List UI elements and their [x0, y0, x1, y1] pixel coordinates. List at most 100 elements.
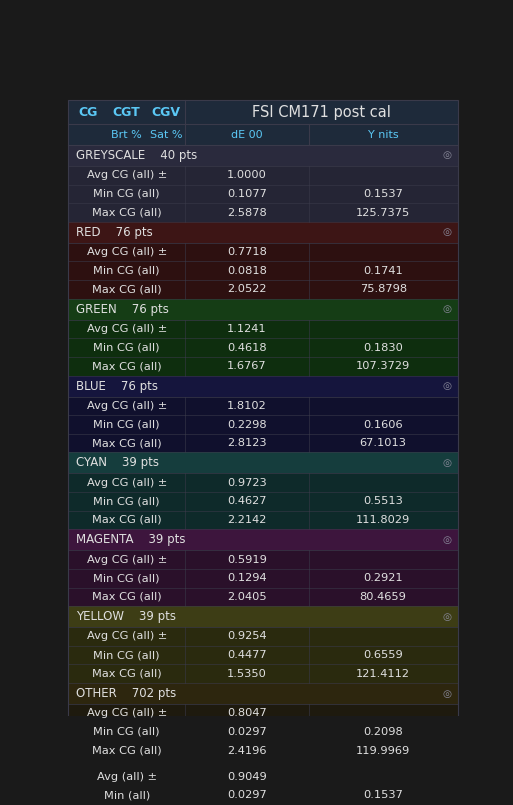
Bar	[68, 510, 458, 529]
Text: CGV: CGV	[151, 105, 181, 118]
Bar	[68, 357, 458, 376]
Bar	[68, 280, 458, 299]
Text: ◎: ◎	[443, 535, 452, 545]
Bar	[68, 203, 458, 222]
Text: 0.6559: 0.6559	[363, 650, 403, 660]
Bar	[68, 434, 458, 452]
Text: 0.9049: 0.9049	[227, 771, 267, 782]
Text: 75.8798: 75.8798	[360, 284, 407, 295]
Text: 0.1741: 0.1741	[363, 266, 403, 276]
Bar	[68, 166, 458, 184]
Text: 2.2142: 2.2142	[227, 515, 267, 525]
Bar	[68, 184, 458, 203]
Text: 0.7718: 0.7718	[227, 247, 267, 257]
Text: 2.0522: 2.0522	[227, 284, 267, 295]
Bar	[68, 723, 458, 741]
Text: Max CG (all): Max CG (all)	[92, 592, 162, 602]
Text: Avg CG (all) ±: Avg CG (all) ±	[87, 631, 167, 642]
Text: 0.1537: 0.1537	[363, 791, 403, 800]
Bar	[68, 627, 458, 646]
Text: 1.5350: 1.5350	[227, 669, 267, 679]
Text: CGT: CGT	[113, 105, 141, 118]
Text: GREEN    76 pts: GREEN 76 pts	[76, 303, 169, 316]
Text: 0.0297: 0.0297	[227, 727, 267, 737]
Text: BLUE    76 pts: BLUE 76 pts	[76, 380, 158, 393]
Text: 0.9254: 0.9254	[227, 631, 267, 642]
Bar	[68, 529, 458, 551]
Text: 2.4196: 2.4196	[227, 745, 267, 756]
Text: 0.0297: 0.0297	[227, 791, 267, 800]
Text: Sat %: Sat %	[150, 130, 182, 140]
Text: Max CG (all): Max CG (all)	[92, 515, 162, 525]
Text: CYAN    39 pts: CYAN 39 pts	[76, 456, 159, 469]
Text: Min CG (all): Min CG (all)	[93, 266, 160, 276]
Text: 80.4659: 80.4659	[360, 592, 407, 602]
Text: 1.0000: 1.0000	[227, 171, 267, 180]
Text: Max CG (all): Max CG (all)	[92, 361, 162, 371]
Text: ◎: ◎	[443, 227, 452, 237]
Text: 125.7375: 125.7375	[356, 208, 410, 217]
Text: Min CG (all): Min CG (all)	[93, 343, 160, 353]
Text: 0.5513: 0.5513	[363, 497, 403, 506]
Bar	[68, 646, 458, 664]
Text: Min CG (all): Min CG (all)	[93, 189, 160, 199]
Text: ◎: ◎	[443, 612, 452, 621]
Bar	[68, 551, 458, 569]
Bar	[68, 243, 458, 262]
Text: Min CG (all): Min CG (all)	[93, 497, 160, 506]
Text: Avg CG (all) ±: Avg CG (all) ±	[87, 171, 167, 180]
Bar	[68, 452, 458, 473]
Text: Avg CG (all) ±: Avg CG (all) ±	[87, 477, 167, 488]
Bar	[68, 320, 458, 338]
Text: 0.8047: 0.8047	[227, 708, 267, 718]
Text: Min CG (all): Min CG (all)	[93, 650, 160, 660]
Text: 0.1830: 0.1830	[363, 343, 403, 353]
Text: ◎: ◎	[443, 151, 452, 160]
Text: Avg CG (all) ±: Avg CG (all) ±	[87, 401, 167, 411]
Text: 0.0818: 0.0818	[227, 266, 267, 276]
Text: Min (all): Min (all)	[104, 791, 150, 800]
Bar	[68, 125, 458, 145]
Text: GREYSCALE    40 pts: GREYSCALE 40 pts	[76, 149, 198, 162]
Text: Max CG (all): Max CG (all)	[92, 438, 162, 448]
Bar	[68, 767, 458, 786]
Text: Avg CG (all) ±: Avg CG (all) ±	[87, 247, 167, 257]
Text: 0.9723: 0.9723	[227, 477, 267, 488]
Text: 107.3729: 107.3729	[356, 361, 410, 371]
Text: Brt %: Brt %	[111, 130, 142, 140]
Text: 0.4477: 0.4477	[227, 650, 267, 660]
Text: 0.4618: 0.4618	[227, 343, 267, 353]
Text: 0.2098: 0.2098	[363, 727, 403, 737]
Text: ◎: ◎	[443, 381, 452, 391]
Text: dE 00: dE 00	[231, 130, 263, 140]
Bar	[68, 683, 458, 704]
Text: Avg CG (all) ±: Avg CG (all) ±	[87, 555, 167, 564]
Text: Max CG (all): Max CG (all)	[92, 284, 162, 295]
Text: 67.1013: 67.1013	[360, 438, 407, 448]
Text: 121.4112: 121.4112	[356, 669, 410, 679]
Text: FSI CM171 post cal: FSI CM171 post cal	[252, 105, 391, 120]
Text: 1.1241: 1.1241	[227, 324, 267, 334]
Text: ◎: ◎	[443, 458, 452, 468]
Text: 0.2298: 0.2298	[227, 419, 267, 430]
Bar	[68, 786, 458, 804]
Text: Min CG (all): Min CG (all)	[93, 727, 160, 737]
Bar	[68, 145, 458, 166]
Text: Max CG (all): Max CG (all)	[92, 745, 162, 756]
Bar	[68, 473, 458, 492]
Text: 111.8029: 111.8029	[356, 515, 410, 525]
Text: 119.9969: 119.9969	[356, 745, 410, 756]
Bar	[68, 222, 458, 243]
Text: MAGENTA    39 pts: MAGENTA 39 pts	[76, 533, 186, 547]
Text: 2.0405: 2.0405	[227, 592, 267, 602]
Text: 0.1077: 0.1077	[227, 189, 267, 199]
Text: 2.8123: 2.8123	[227, 438, 267, 448]
Text: OTHER    702 pts: OTHER 702 pts	[76, 687, 176, 700]
Bar	[68, 741, 458, 760]
Bar	[68, 376, 458, 397]
Bar	[68, 100, 458, 125]
Text: Max CG (all): Max CG (all)	[92, 669, 162, 679]
Bar	[68, 606, 458, 627]
Bar	[68, 664, 458, 683]
Text: RED    76 pts: RED 76 pts	[76, 226, 153, 239]
